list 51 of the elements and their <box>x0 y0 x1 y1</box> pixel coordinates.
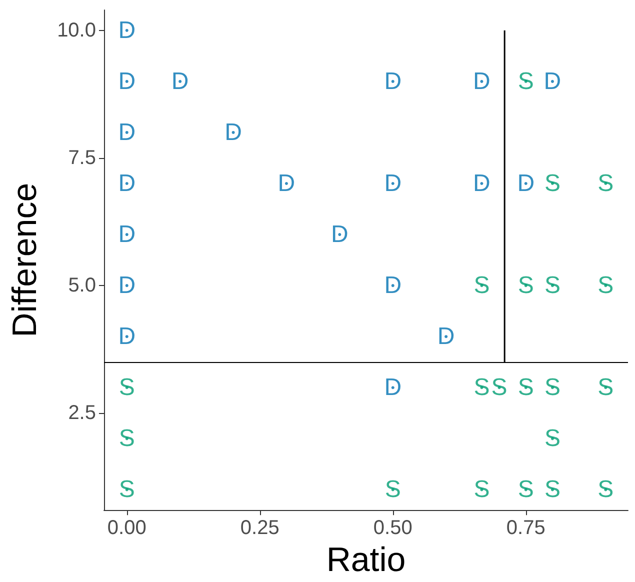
text: D <box>171 68 189 95</box>
text: D <box>544 68 562 95</box>
text: S <box>474 272 490 300</box>
text: S <box>598 272 614 300</box>
text: D <box>473 68 490 95</box>
y-tick-label: 7.5 <box>68 146 96 169</box>
text: S <box>598 170 614 198</box>
y-tick-label: 5.0 <box>68 274 96 297</box>
text: D <box>384 170 402 198</box>
x-tick-label: 0.25 <box>240 517 280 540</box>
text: D <box>224 118 242 146</box>
text: D <box>118 68 136 95</box>
y-tick-label: 2.5 <box>68 402 96 424</box>
text: S <box>518 272 534 300</box>
text: S <box>598 374 614 402</box>
series-label: D <box>278 170 296 198</box>
text: D <box>118 16 136 44</box>
text: D <box>118 323 136 350</box>
x-axis-title: Ratio <box>326 541 406 579</box>
text: S <box>598 476 614 504</box>
y-axis-title: Difference <box>6 182 44 338</box>
x-tick-label: 0.00 <box>107 517 146 540</box>
series-label: S <box>474 374 490 402</box>
text: S <box>544 374 560 402</box>
text: S <box>384 476 401 504</box>
y-tick-label: 10.0 <box>57 19 96 42</box>
x-tick-label: 0.75 <box>506 517 546 540</box>
text: D <box>473 170 490 198</box>
text: D <box>517 170 535 198</box>
text: D <box>437 323 455 350</box>
text: S <box>118 425 135 452</box>
text: D <box>330 221 348 248</box>
text: S <box>544 272 560 300</box>
x-tick-label: 0.50 <box>373 517 412 540</box>
text: S <box>491 374 508 402</box>
text: D <box>118 272 136 300</box>
text: D <box>118 221 136 248</box>
text: D <box>384 272 402 300</box>
text: S <box>118 476 135 504</box>
text: S <box>544 425 560 452</box>
text: S <box>518 374 534 402</box>
text: S <box>474 476 490 504</box>
text: D <box>384 374 402 402</box>
text: S <box>544 170 560 198</box>
text: S <box>518 68 534 95</box>
text: D <box>384 68 402 95</box>
text: S <box>518 476 534 504</box>
text: S <box>544 476 560 504</box>
text: S <box>118 374 135 402</box>
text: D <box>118 118 136 146</box>
text: D <box>118 170 136 198</box>
